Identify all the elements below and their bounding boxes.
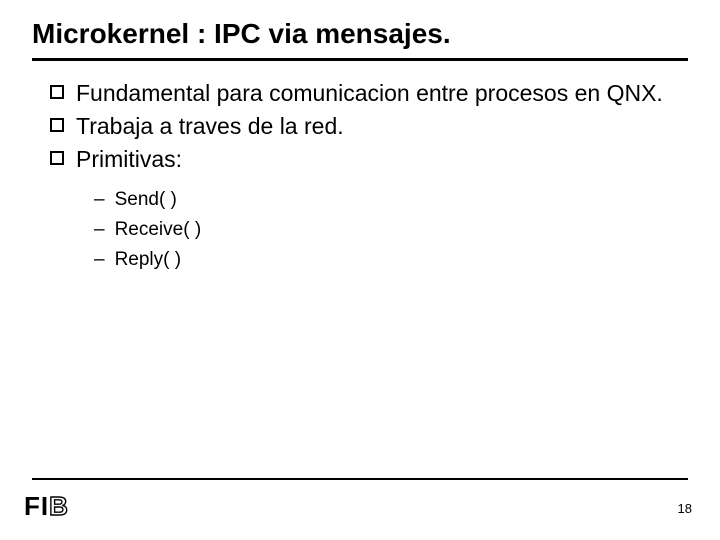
logo-letter-i: I bbox=[41, 491, 49, 521]
slide-title: Microkernel : IPC via mensajes. bbox=[32, 18, 688, 56]
list-item: – Receive( ) bbox=[94, 217, 688, 243]
bullet-text: Fundamental para comunicacion entre proc… bbox=[76, 79, 663, 108]
bullet-list: Fundamental para comunicacion entre proc… bbox=[32, 79, 688, 173]
list-item: Fundamental para comunicacion entre proc… bbox=[50, 79, 688, 108]
list-item: Primitivas: bbox=[50, 145, 688, 174]
square-bullet-icon bbox=[50, 118, 64, 132]
title-divider bbox=[32, 58, 688, 61]
sub-text: Receive( ) bbox=[115, 217, 202, 243]
dash-icon: – bbox=[94, 187, 105, 213]
bullet-text: Trabaja a traves de la red. bbox=[76, 112, 344, 141]
sub-list: – Send( ) – Receive( ) – Reply( ) bbox=[32, 187, 688, 272]
list-item: – Reply( ) bbox=[94, 247, 688, 273]
logo-letter-b: B bbox=[49, 491, 69, 521]
square-bullet-icon bbox=[50, 85, 64, 99]
page-number: 18 bbox=[678, 501, 692, 516]
sub-text: Reply( ) bbox=[115, 247, 182, 273]
list-item: – Send( ) bbox=[94, 187, 688, 213]
logo: FIB bbox=[24, 491, 69, 522]
dash-icon: – bbox=[94, 217, 105, 243]
list-item: Trabaja a traves de la red. bbox=[50, 112, 688, 141]
logo-letter-f: F bbox=[24, 491, 41, 521]
square-bullet-icon bbox=[50, 151, 64, 165]
footer-divider bbox=[32, 478, 688, 480]
sub-text: Send( ) bbox=[115, 187, 177, 213]
dash-icon: – bbox=[94, 247, 105, 273]
slide: Microkernel : IPC via mensajes. Fundamen… bbox=[0, 0, 720, 540]
bullet-text: Primitivas: bbox=[76, 145, 182, 174]
